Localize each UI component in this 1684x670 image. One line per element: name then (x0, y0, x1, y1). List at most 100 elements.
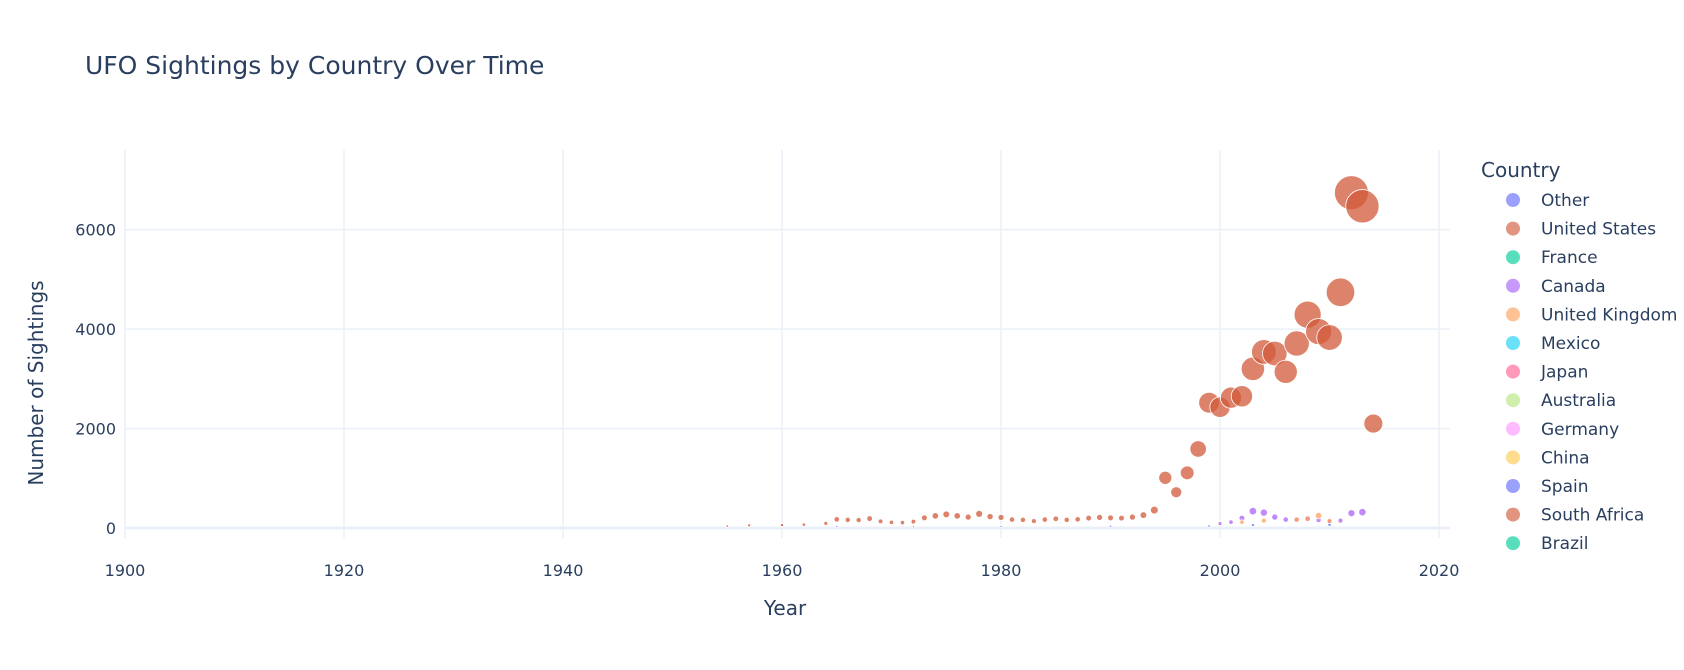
data-point[interactable] (747, 523, 752, 528)
legend-marker (1506, 536, 1520, 551)
data-point[interactable] (1128, 513, 1136, 521)
data-point[interactable] (780, 523, 785, 528)
data-point[interactable] (899, 520, 906, 526)
data-point[interactable] (835, 525, 839, 529)
data-point[interactable] (1325, 277, 1356, 307)
data-point[interactable] (823, 520, 829, 526)
data-point[interactable] (1031, 518, 1037, 524)
data-point[interactable] (1158, 470, 1173, 485)
data-point[interactable] (1260, 517, 1267, 524)
legend-label: United Kingdom (1541, 305, 1677, 325)
data-point[interactable] (1283, 330, 1310, 357)
data-point[interactable] (999, 525, 1003, 529)
data-point[interactable] (1248, 506, 1258, 516)
data-point[interactable] (1118, 514, 1125, 522)
data-point[interactable] (1052, 515, 1060, 523)
legend-item[interactable]: France (1506, 248, 1598, 268)
data-point[interactable] (1271, 513, 1279, 521)
data-point[interactable] (1207, 524, 1211, 528)
data-point[interactable] (1217, 521, 1223, 526)
data-point[interactable] (1316, 324, 1343, 351)
data-point[interactable] (964, 513, 972, 521)
data-point[interactable] (866, 515, 873, 522)
y-tick-label: 0 (106, 519, 116, 538)
data-point[interactable] (1239, 519, 1245, 525)
data-point[interactable] (1150, 505, 1159, 515)
data-point[interactable] (1107, 514, 1114, 522)
data-point[interactable] (1259, 508, 1268, 517)
data-point[interactable] (1041, 516, 1048, 523)
data-point[interactable] (1008, 516, 1016, 523)
data-point[interactable] (801, 522, 807, 527)
legend[interactable]: Other United States France Canada United Kin… (1506, 191, 1677, 554)
x-tick-label: 2020 (1419, 561, 1460, 580)
data-point[interactable] (1314, 511, 1323, 520)
data-point[interactable] (1363, 413, 1384, 434)
legend-item[interactable]: Brazil (1506, 534, 1588, 554)
legend-label: South Africa (1541, 506, 1644, 526)
legend-marker (1506, 278, 1520, 293)
data-point[interactable] (1282, 516, 1289, 523)
data-point[interactable] (1326, 518, 1333, 524)
data-point[interactable] (1096, 513, 1104, 521)
legend-item[interactable]: China (1506, 448, 1590, 468)
legend-item[interactable]: Other (1506, 191, 1589, 211)
x-tick-label: 1920 (324, 561, 365, 580)
data-point[interactable] (1085, 514, 1092, 522)
data-point[interactable] (986, 513, 994, 521)
data-point[interactable] (1304, 515, 1311, 522)
data-point[interactable] (1358, 508, 1367, 517)
x-tick-label: 1980 (981, 561, 1022, 580)
data-point[interactable] (942, 510, 951, 519)
data-point[interactable] (844, 516, 851, 523)
data-point[interactable] (1170, 486, 1183, 499)
data-point[interactable] (888, 519, 895, 525)
data-point[interactable] (1273, 359, 1298, 384)
data-point[interactable] (1063, 516, 1070, 523)
data-point[interactable] (1139, 511, 1148, 519)
legend-marker (1506, 450, 1520, 465)
legend-item[interactable]: Canada (1506, 277, 1606, 297)
legend-label: Brazil (1541, 534, 1588, 554)
data-point[interactable] (1228, 519, 1234, 525)
legend-item[interactable]: South Africa (1506, 506, 1644, 526)
data-point[interactable] (931, 512, 939, 520)
data-point[interactable] (1250, 523, 1255, 528)
data-point[interactable] (1019, 516, 1026, 523)
data-point[interactable] (1230, 385, 1254, 408)
legend-item[interactable]: United States (1506, 220, 1656, 240)
data-point[interactable] (725, 524, 729, 528)
data-point[interactable] (1179, 465, 1195, 481)
legend-item[interactable]: Australia (1506, 391, 1616, 411)
data-point[interactable] (1108, 524, 1113, 528)
data-point[interactable] (1189, 440, 1207, 458)
data-point[interactable] (953, 512, 961, 520)
data-point[interactable] (975, 509, 984, 518)
legend-marker (1506, 307, 1520, 322)
data-point[interactable] (911, 525, 915, 529)
data-point[interactable] (910, 518, 917, 525)
legend-marker (1506, 421, 1520, 436)
data-point[interactable] (877, 518, 884, 525)
legend-label: Japan (1540, 363, 1588, 383)
x-tick-label: 2000 (1200, 561, 1241, 580)
data-point[interactable] (997, 513, 1005, 521)
gridlines (124, 150, 1450, 538)
legend-item[interactable]: Germany (1506, 420, 1619, 440)
data-point[interactable] (1293, 516, 1300, 523)
data-point[interactable] (1337, 517, 1344, 524)
data-point[interactable] (1262, 340, 1288, 367)
legend-item[interactable]: Mexico (1506, 334, 1600, 354)
data-point[interactable] (1074, 516, 1081, 523)
data-point[interactable] (1347, 509, 1356, 518)
data-point[interactable] (855, 517, 862, 524)
data-point[interactable] (833, 516, 840, 523)
legend-item[interactable]: United Kingdom (1506, 305, 1677, 325)
data-point[interactable] (1345, 189, 1380, 224)
legend-label: China (1541, 448, 1590, 468)
legend-item[interactable]: Japan (1506, 363, 1588, 383)
data-point[interactable] (921, 514, 928, 522)
x-tick-label: 1900 (105, 561, 146, 580)
legend-item[interactable]: Spain (1506, 477, 1589, 497)
legend-marker (1506, 250, 1520, 265)
